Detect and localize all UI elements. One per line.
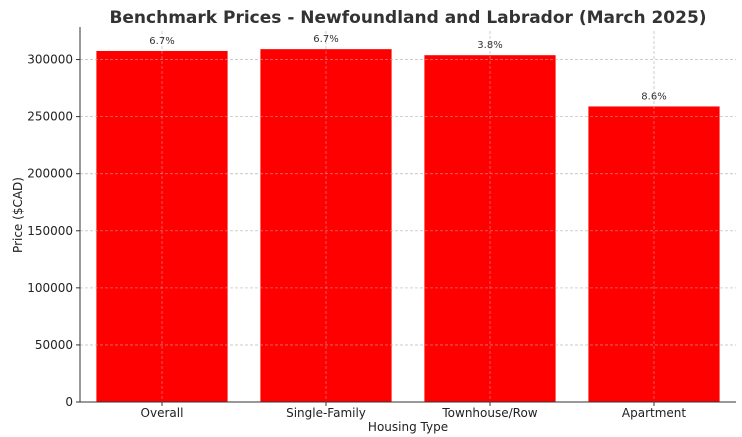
y-tick-label: 250000 bbox=[27, 110, 73, 124]
x-tick-label: Single-Family bbox=[286, 406, 366, 420]
y-axis-label: Price ($CAD) bbox=[11, 177, 25, 253]
bar-data-label: 6.7% bbox=[149, 36, 174, 47]
bar-data-label: 8.6% bbox=[641, 91, 666, 102]
y-tick-label: 0 bbox=[65, 395, 73, 409]
y-tick-label: 300000 bbox=[27, 53, 73, 67]
bar-data-label: 3.8% bbox=[477, 40, 502, 51]
x-tick-label: Overall bbox=[141, 406, 184, 420]
x-axis-label: Housing Type bbox=[368, 420, 448, 434]
axes-layer bbox=[79, 27, 736, 403]
x-tick-label: Townhouse/Row bbox=[441, 406, 537, 420]
y-tick-label: 100000 bbox=[27, 281, 73, 295]
y-tick-label: 200000 bbox=[27, 167, 73, 181]
y-tick-label: 50000 bbox=[35, 338, 73, 352]
y-tick-label: 150000 bbox=[27, 224, 73, 238]
data-labels-layer: 6.7% 6.7% 3.8% 8.6% bbox=[149, 34, 666, 102]
bars-layer bbox=[80, 31, 736, 403]
x-ticks-layer: Overall Single-Family Townhouse/Row Apartme… bbox=[141, 402, 686, 420]
chart-title: Benchmark Prices - Newfoundland and Labr… bbox=[109, 8, 706, 28]
x-tick-label: Apartment bbox=[622, 406, 686, 420]
bar-data-label: 6.7% bbox=[313, 34, 338, 45]
y-ticks-layer: 0 50000 100000 150000 200000 250000 300000 bbox=[27, 53, 80, 409]
